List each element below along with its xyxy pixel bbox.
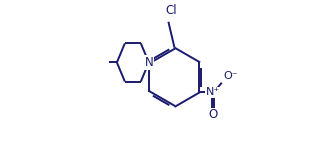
Text: N: N (144, 56, 153, 69)
Text: O⁻: O⁻ (224, 71, 238, 81)
Text: N⁺: N⁺ (206, 87, 220, 97)
Text: Cl: Cl (165, 4, 177, 17)
Text: O: O (208, 108, 218, 121)
